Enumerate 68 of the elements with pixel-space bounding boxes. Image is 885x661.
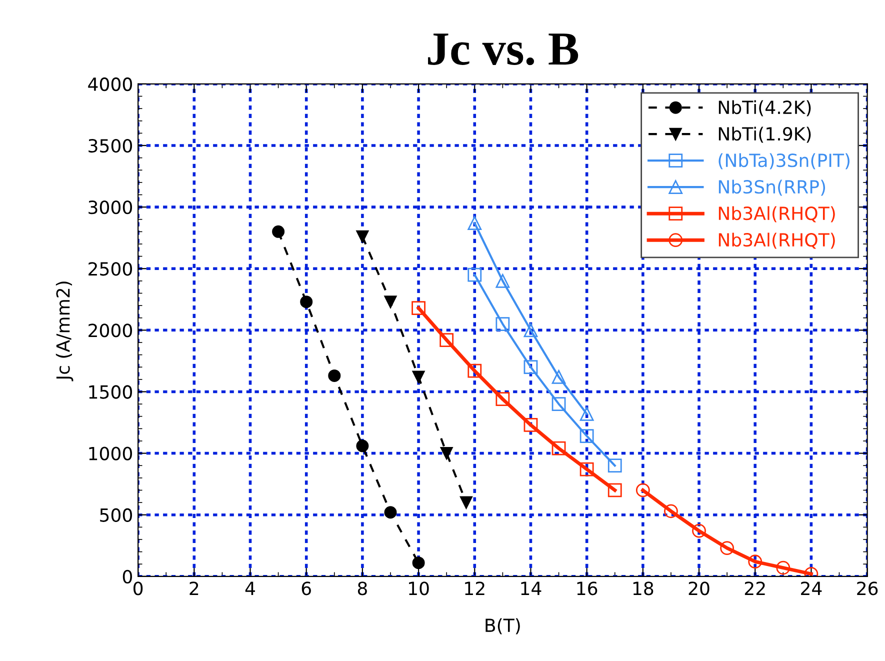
point [720,541,734,556]
x-tick-label: 24 [801,582,822,595]
x-tick-label: 0 [134,582,143,596]
legend-label: Nb3Al(RHQT) [718,232,835,249]
legend-label: (NbTa)3Sn(PIT) [718,153,850,170]
legend-label: Nb3Al(RHQT) [718,206,835,222]
y-tick-label: 0 [122,570,132,584]
y-tick-label: 3000 [88,200,132,214]
point [356,230,369,243]
legend-label: NbTi(1.9K) [718,126,811,143]
y-tick-label: 4000 [88,77,132,92]
point [552,441,566,456]
point [664,504,678,518]
point [552,370,566,384]
point [468,364,482,378]
x-tick-label: 16 [577,582,598,596]
point [776,560,790,575]
y-tick-label: 1500 [89,385,132,399]
point [608,483,622,498]
point [496,274,510,288]
point [580,462,594,476]
legend-label: Nb3Sn(RRP) [718,180,826,196]
x-tick-label: 6 [302,582,311,596]
point [636,483,650,498]
point [272,225,285,238]
point [496,317,510,331]
point [356,440,369,452]
point [440,333,454,347]
y-tick-label: 1000 [89,446,132,460]
x-tick-label: 22 [744,582,765,595]
point [524,360,538,374]
point [412,301,426,315]
x-tick-label: 18 [633,582,654,596]
point [608,458,622,473]
x-tick-label: 2 [190,582,198,595]
y-axis-title: Jc (A/mm2) [56,282,74,382]
point [468,216,482,230]
point [580,429,594,443]
point [384,506,397,519]
point [692,524,706,538]
x-tick-label: 26 [857,582,878,596]
y-tick-label: 3500 [88,138,132,153]
point [468,268,482,282]
point [300,296,313,308]
point [748,554,762,569]
y-tick-label: 2500 [88,262,132,276]
point [328,369,341,382]
x-tick-label: 14 [521,582,542,595]
point [384,296,397,308]
x-tick-label: 12 [465,582,484,595]
point [412,370,425,384]
point [440,447,453,460]
chart-title: Jc vs. B [428,34,578,66]
point [580,406,594,421]
legend-label: NbTi(4.2K) [718,100,811,116]
x-tick-label: 8 [358,582,367,596]
x-tick-label: 4 [245,582,255,595]
y-tick-label: 2000 [88,324,132,338]
y-tick-label: 500 [100,508,132,522]
x-tick-label: 10 [409,582,429,596]
point [524,418,538,432]
point [412,556,425,570]
point [460,496,472,509]
point [524,323,538,338]
x-tick-label: 20 [688,582,710,596]
x-axis-title: B(T) [486,618,520,634]
point [496,392,510,406]
point [552,397,566,411]
